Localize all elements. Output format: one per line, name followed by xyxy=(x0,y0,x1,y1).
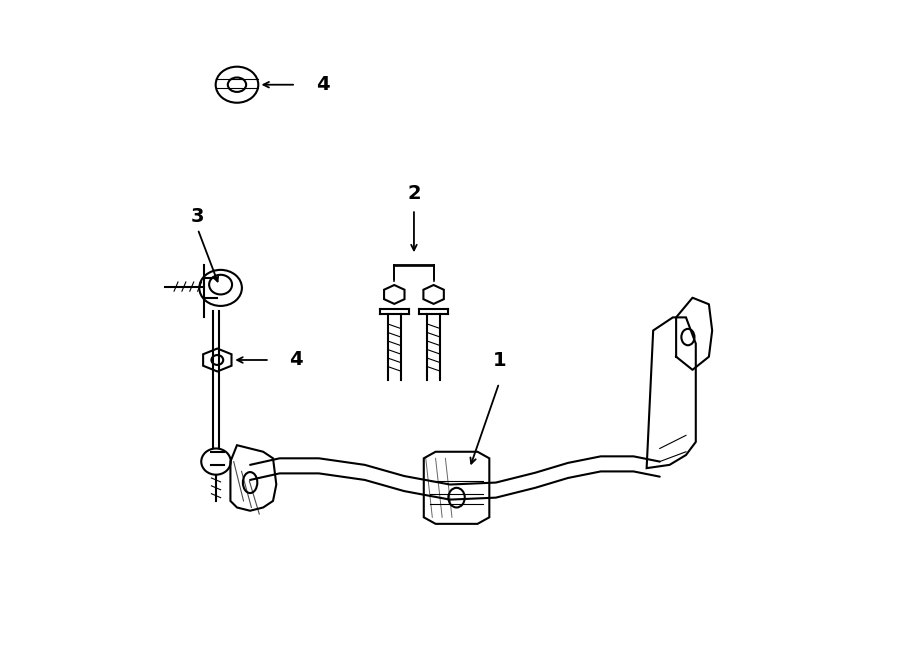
Text: 3: 3 xyxy=(191,207,204,225)
Text: 2: 2 xyxy=(407,184,421,203)
Text: 1: 1 xyxy=(492,351,506,369)
Text: 4: 4 xyxy=(316,75,329,95)
Text: 4: 4 xyxy=(290,350,303,369)
